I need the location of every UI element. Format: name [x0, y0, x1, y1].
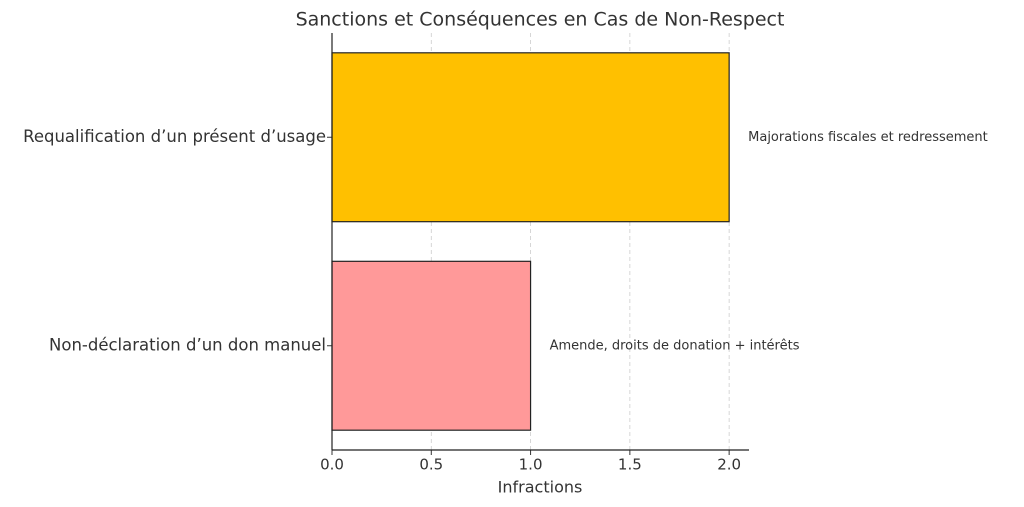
chart-title: Sanctions et Conséquences en Cas de Non-…	[296, 9, 785, 31]
annotation: Majorations fiscales et redressement	[748, 130, 988, 145]
x-tick-label: 0.5	[419, 456, 443, 474]
y-tick-label: Non-déclaration d’un don manuel	[49, 335, 326, 354]
x-tick-label: 0.0	[320, 456, 344, 474]
x-tick-label: 2.0	[717, 456, 741, 474]
bar	[331, 52, 730, 223]
y-tick-label: Requalification d’un présent d’usage	[23, 127, 326, 146]
x-tick-label: 1.0	[519, 456, 543, 474]
x-tick-label: 1.5	[618, 456, 642, 474]
annotation: Amende, droits de donation + intérêts	[550, 338, 800, 353]
x-axis-label: Infractions	[498, 478, 583, 497]
bar	[331, 260, 532, 431]
